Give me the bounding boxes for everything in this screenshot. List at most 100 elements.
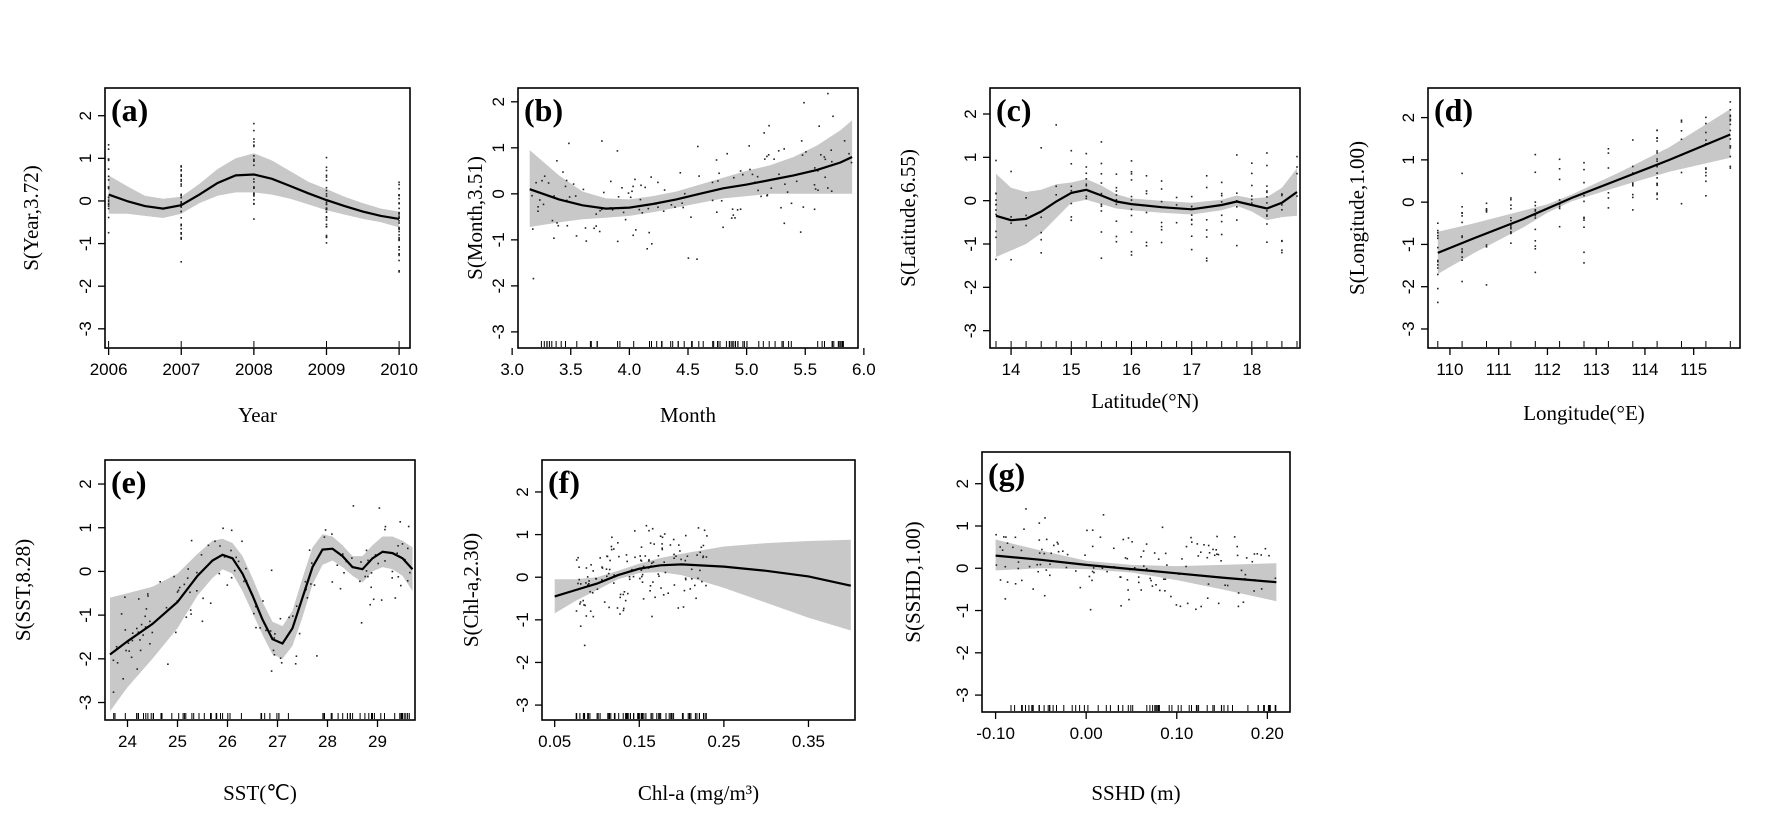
residual-point	[827, 187, 829, 189]
residual-point	[325, 211, 328, 213]
residual-point	[588, 583, 590, 585]
residual-point	[1130, 179, 1133, 181]
residual-point	[749, 168, 751, 171]
residual-point	[652, 581, 654, 583]
residual-point	[107, 199, 110, 201]
residual-point	[180, 183, 182, 185]
residual-point	[273, 637, 276, 639]
y-axis-label: S(Longitude,1.00)	[1345, 141, 1369, 295]
residual-point	[553, 237, 555, 239]
residual-point	[1253, 553, 1256, 555]
x-axis-label: Longitude(°E)	[1523, 401, 1645, 425]
residual-point	[253, 202, 255, 205]
residual-point	[1220, 560, 1222, 562]
residual-point	[178, 586, 181, 589]
residual-point	[669, 544, 672, 546]
residual-point	[1041, 548, 1043, 551]
residual-point	[639, 198, 642, 201]
residual-point	[180, 238, 182, 240]
residual-point	[1607, 152, 1610, 154]
residual-point	[696, 258, 698, 260]
residual-point	[605, 568, 608, 570]
residual-point	[180, 193, 182, 196]
residual-point	[1558, 207, 1561, 210]
residual-point	[1236, 554, 1239, 557]
residual-point	[280, 662, 283, 664]
residual-point	[1705, 171, 1707, 174]
residual-point	[398, 239, 400, 242]
y-tick-label: -2	[1399, 279, 1418, 294]
residual-point	[532, 228, 534, 230]
residual-point	[107, 231, 110, 234]
residual-point	[1127, 537, 1130, 539]
panel-tag: (f)	[548, 464, 580, 500]
residual-point	[180, 217, 182, 219]
residual-point	[1632, 139, 1634, 141]
residual-point	[610, 545, 613, 548]
residual-point	[601, 140, 603, 142]
residual-point	[339, 587, 342, 590]
residual-point	[1266, 185, 1268, 187]
residual-point	[398, 236, 400, 239]
residual-point	[1583, 194, 1585, 197]
y-tick-label: 0	[513, 572, 532, 581]
y-tick-label: 2	[76, 479, 95, 488]
residual-point	[583, 604, 585, 606]
residual-point	[1070, 202, 1073, 205]
y-tick-label: 0	[953, 564, 972, 573]
residual-point	[1100, 141, 1103, 143]
residual-point	[1583, 226, 1585, 228]
residual-point	[1056, 541, 1059, 544]
residual-point	[585, 615, 588, 617]
residual-point	[120, 613, 123, 615]
residual-point	[142, 634, 144, 636]
residual-point	[331, 533, 333, 535]
residual-point	[370, 586, 372, 589]
residual-point	[756, 175, 759, 178]
residual-point	[176, 591, 179, 593]
residual-point	[407, 547, 409, 550]
residual-point	[1045, 538, 1048, 541]
residual-point	[253, 164, 255, 167]
smooth-fit-line	[554, 563, 852, 598]
residual-point	[306, 597, 309, 599]
y-tick-label: 2	[513, 487, 532, 496]
residual-point	[641, 581, 644, 583]
residual-point	[667, 592, 669, 594]
y-axis-label: S(Year,3.72)	[19, 165, 43, 271]
residual-point	[596, 588, 599, 590]
residual-point	[632, 575, 635, 578]
residual-point	[1583, 181, 1585, 184]
residual-point	[579, 603, 581, 605]
residual-point	[1122, 538, 1125, 541]
residual-point	[606, 555, 609, 558]
residual-point	[611, 209, 614, 211]
residual-point	[661, 547, 663, 549]
residual-point	[180, 180, 182, 182]
residual-point	[1583, 161, 1585, 164]
residual-point	[580, 583, 582, 585]
residual-point	[592, 570, 594, 572]
residual-point	[180, 194, 182, 197]
residual-point	[1100, 231, 1103, 233]
residual-point	[590, 564, 592, 566]
residual-point	[1437, 301, 1439, 304]
residual-point	[1437, 264, 1439, 266]
residual-point	[185, 616, 188, 618]
residual-point	[1607, 197, 1610, 199]
panel-tag: (a)	[111, 92, 148, 128]
residual-point	[1170, 595, 1172, 598]
residual-point	[1025, 508, 1027, 510]
residual-point	[325, 201, 328, 204]
residual-point	[1729, 147, 1732, 149]
residual-point	[542, 203, 545, 206]
residual-point	[1607, 192, 1610, 194]
residual-point	[622, 211, 625, 214]
residual-point	[1245, 557, 1248, 559]
residual-point	[995, 564, 998, 566]
residual-point	[1091, 545, 1094, 548]
residual-point	[255, 626, 257, 629]
residual-point	[579, 601, 582, 603]
residual-point	[1115, 220, 1118, 222]
residual-point	[640, 559, 642, 561]
